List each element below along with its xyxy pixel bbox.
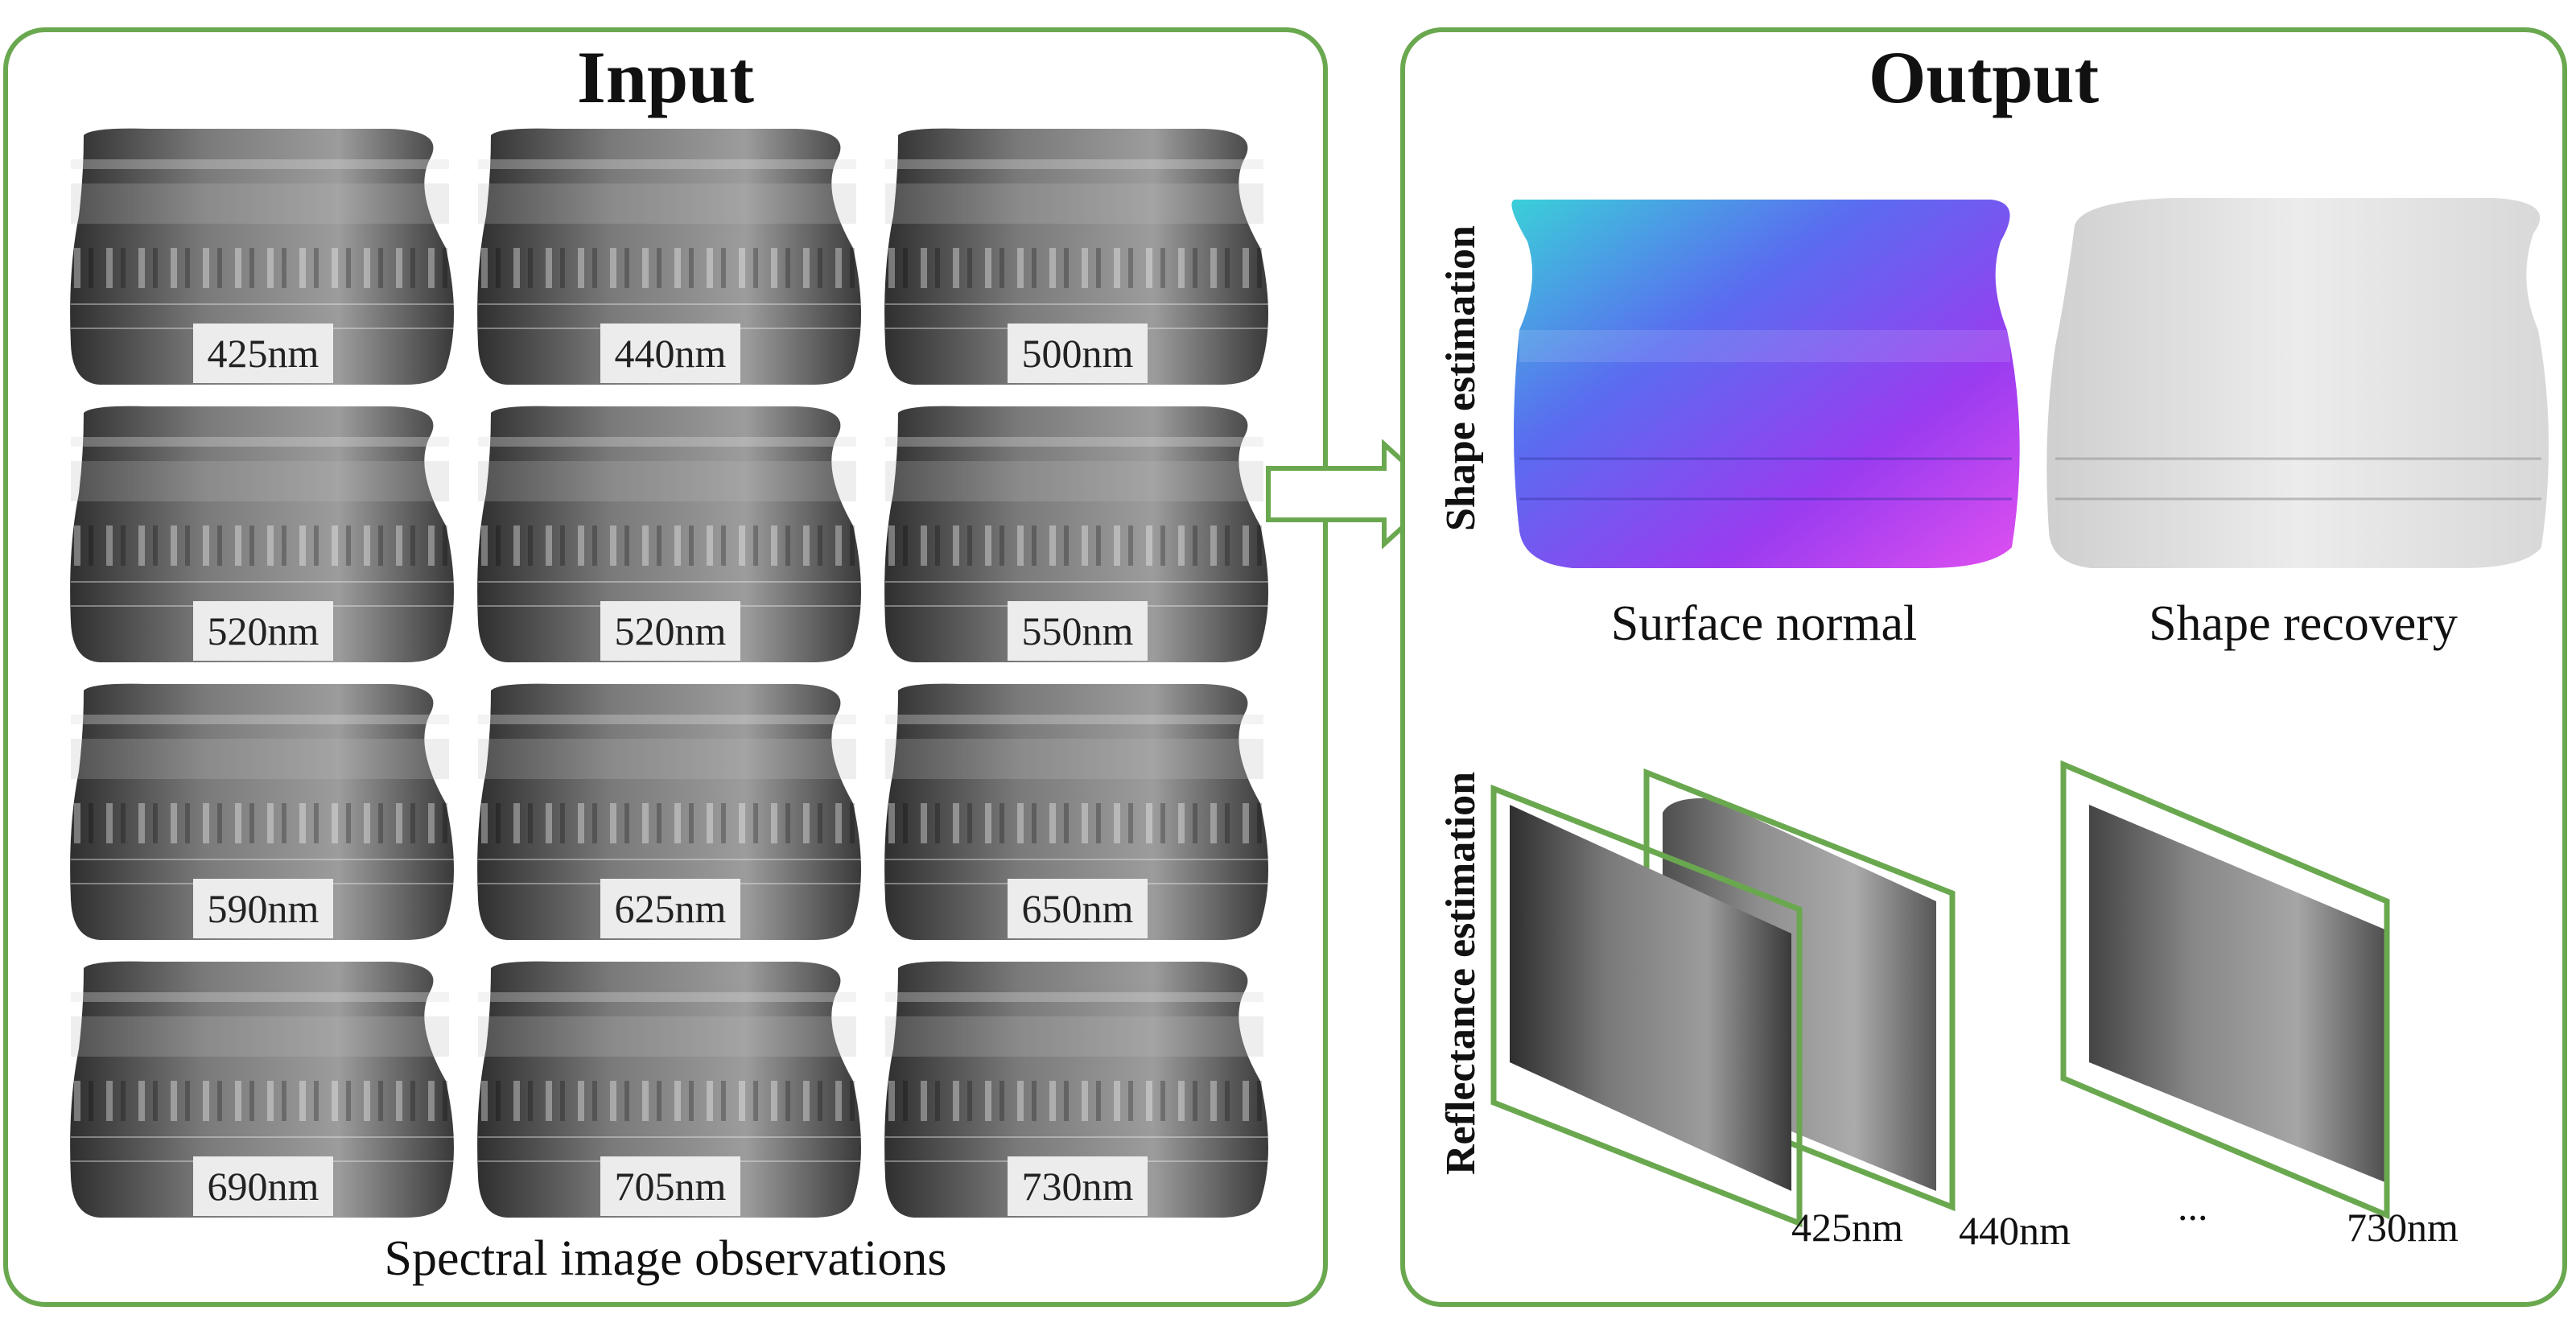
reflectance-slice-right: [2060, 760, 2390, 1220]
spectral-image-cell: 650nm: [882, 682, 1273, 942]
spectral-image-cell: 520nm: [475, 405, 866, 664]
wavelength-label: 705nm: [600, 1156, 740, 1216]
spectral-image-cell: 440nm: [475, 127, 866, 386]
shape-recovery-caption: Shape recovery: [2149, 596, 2458, 651]
surface-normal-caption: Surface normal: [1610, 596, 1918, 651]
reflectance-slices: [1490, 760, 2390, 1228]
output-title: Output: [1868, 36, 2100, 118]
spectral-image-cell: 550nm: [882, 405, 1273, 664]
shape-recovery-image: [2042, 193, 2554, 571]
ellipsis-text: ...: [2178, 1184, 2208, 1229]
wavelength-label: 520nm: [600, 601, 740, 661]
reflectance-wl-label: 730nm: [2347, 1205, 2459, 1250]
pot-image: [884, 406, 1272, 662]
wavelength-label: 520nm: [193, 601, 333, 661]
spectral-image-cell: 730nm: [882, 960, 1273, 1219]
output-panel: Output Shape estimation Surface normal S…: [1400, 27, 2567, 1307]
reflectance-wl-label: 440nm: [1959, 1208, 2071, 1253]
input-caption: Spectral image observations: [384, 1231, 947, 1286]
pot-image: [70, 683, 457, 940]
input-title: Input: [577, 36, 754, 118]
pot-image: [70, 406, 457, 662]
surface-normal-image: [1508, 193, 2023, 571]
wavelength-label: 650nm: [1008, 879, 1148, 938]
wavelength-label: 440nm: [600, 324, 740, 383]
spectral-image-cell: 705nm: [475, 960, 866, 1219]
pot-image: [884, 128, 1272, 385]
wavelength-label: 690nm: [193, 1156, 333, 1216]
reflectance-slice-front: [1490, 784, 1803, 1228]
wavelength-label: 550nm: [1008, 601, 1148, 661]
pot-image: [884, 683, 1272, 940]
spectral-image-cell: 590nm: [68, 682, 459, 942]
input-panel: Input 425nm 440nm 500nm 520nm 520nm 550nm 590n…: [3, 27, 1328, 1307]
pot-image: [70, 128, 457, 385]
wavelength-label: 625nm: [600, 879, 740, 938]
pot-image: [70, 961, 457, 1218]
pot-image: [477, 961, 864, 1218]
pot-image: [477, 683, 864, 940]
wavelength-label: 590nm: [193, 879, 333, 938]
spectral-image-cell: 690nm: [68, 960, 459, 1219]
pot-image: [477, 406, 864, 662]
wavelength-label: 500nm: [1008, 324, 1148, 383]
spectral-image-cell: 500nm: [882, 127, 1273, 386]
spectral-image-cell: 625nm: [475, 682, 866, 942]
spectral-image-cell: 425nm: [68, 127, 459, 386]
shape-estimation-label: Shape estimation: [1438, 225, 1484, 531]
reflectance-estimation-label: Reflectance estimation: [1438, 771, 1484, 1175]
wavelength-label: 730nm: [1008, 1156, 1148, 1216]
pot-image: [477, 128, 864, 385]
wavelength-label: 425nm: [193, 324, 333, 383]
spectral-image-cell: 520nm: [68, 405, 459, 664]
pot-image: [884, 961, 1272, 1218]
reflectance-wl-label: 425nm: [1791, 1205, 1903, 1250]
